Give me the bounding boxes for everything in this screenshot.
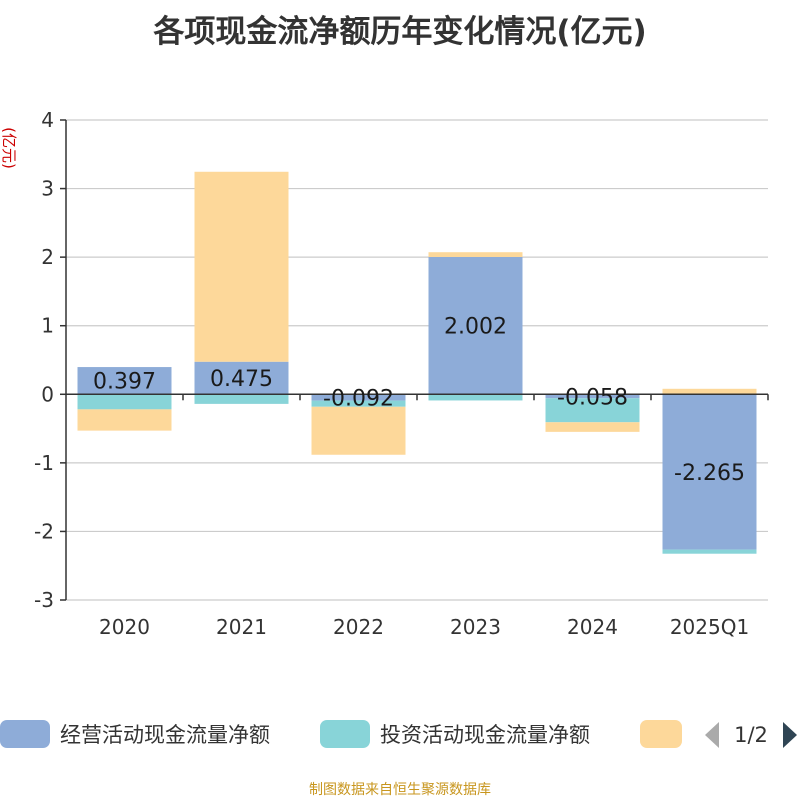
x-tick-label: 2022 xyxy=(333,615,384,639)
bar-2022-series-2[interactable] xyxy=(311,400,406,407)
legend-label: 投资活动现金流量净额 xyxy=(380,723,590,747)
bar-2024-series-2[interactable] xyxy=(545,398,640,423)
data-label-2021: 0.475 xyxy=(210,367,273,392)
legend-item-2[interactable]: 投资活动现金流量净额 xyxy=(320,720,590,748)
y-tick-label: -3 xyxy=(34,588,54,612)
bar-2024-series-1[interactable] xyxy=(545,394,640,399)
bar-2021-series-2[interactable] xyxy=(194,394,289,404)
bar-2025Q1-series-2[interactable] xyxy=(662,549,757,554)
y-axis-title: (亿元) xyxy=(0,127,18,169)
legend-label: 经营活动现金流量净额 xyxy=(60,723,270,747)
y-tick-label: 0 xyxy=(41,382,54,406)
data-label-2025Q1: -2.265 xyxy=(674,461,745,486)
legend-swatch xyxy=(640,720,682,748)
data-label-2024: -0.058 xyxy=(557,385,628,410)
legend-item-1[interactable]: 经营活动现金流量净额 xyxy=(0,720,270,748)
bar-2021-series-1[interactable] xyxy=(194,361,289,395)
x-tick-label: 2024 xyxy=(567,615,618,639)
bar-2023-series-3[interactable] xyxy=(428,252,523,258)
bar-2025Q1-series-3[interactable] xyxy=(662,388,757,395)
x-tick-label: 2023 xyxy=(450,615,501,639)
data-label-2022: -0.092 xyxy=(323,386,394,411)
bar-2022-series-1[interactable] xyxy=(311,394,406,401)
legend-item-3[interactable] xyxy=(640,720,682,748)
bar-2023-series-2[interactable] xyxy=(428,394,523,401)
data-label-2020: 0.397 xyxy=(93,370,156,395)
bar-2025Q1-series-1[interactable] xyxy=(662,394,757,550)
bar-2020-series-1[interactable] xyxy=(77,367,172,395)
y-tick-label: 1 xyxy=(41,314,54,338)
footer-source: 制图数据来自恒生聚源数据库 xyxy=(309,782,491,798)
y-tick-label: -2 xyxy=(34,519,54,543)
x-tick-label: 2020 xyxy=(99,615,150,639)
legend-swatch xyxy=(320,720,370,748)
axis-layer: -3 -2 -1 0 1 2 3 4 (亿元) 2020 2021 2022 2023 2024 2025Q… xyxy=(0,108,769,639)
x-tick-label: 2021 xyxy=(216,615,267,639)
y-tick-label: 3 xyxy=(41,177,54,201)
bars-layer xyxy=(77,171,757,554)
chart-title: 各项现金流净额历年变化情况(亿元) xyxy=(153,14,647,50)
bar-2024-series-3[interactable] xyxy=(545,422,640,432)
legend[interactable]: 经营活动现金流量净额 投资活动现金流量净额 1/2 xyxy=(0,720,797,748)
labels-layer: 0.397 0.475 -0.092 2.002 -0.058 -2.265 xyxy=(93,315,745,486)
bar-2021-series-3[interactable] xyxy=(194,171,289,362)
legend-prev-arrow-icon[interactable] xyxy=(705,722,719,748)
legend-next-arrow-icon[interactable] xyxy=(783,722,797,748)
x-tick-label: 2025Q1 xyxy=(670,615,749,639)
legend-page-indicator: 1/2 xyxy=(734,723,768,747)
bar-2020-series-2[interactable] xyxy=(77,394,172,410)
legend-swatch xyxy=(0,720,50,748)
bar-2023-series-1[interactable] xyxy=(428,257,523,395)
y-tick-label: 4 xyxy=(41,108,54,132)
bar-2022-series-3[interactable] xyxy=(311,406,406,455)
bar-2020-series-3[interactable] xyxy=(77,409,172,431)
data-label-2023: 2.002 xyxy=(444,315,507,340)
y-tick-label: 2 xyxy=(41,245,54,269)
y-tick-label: -1 xyxy=(34,451,54,475)
